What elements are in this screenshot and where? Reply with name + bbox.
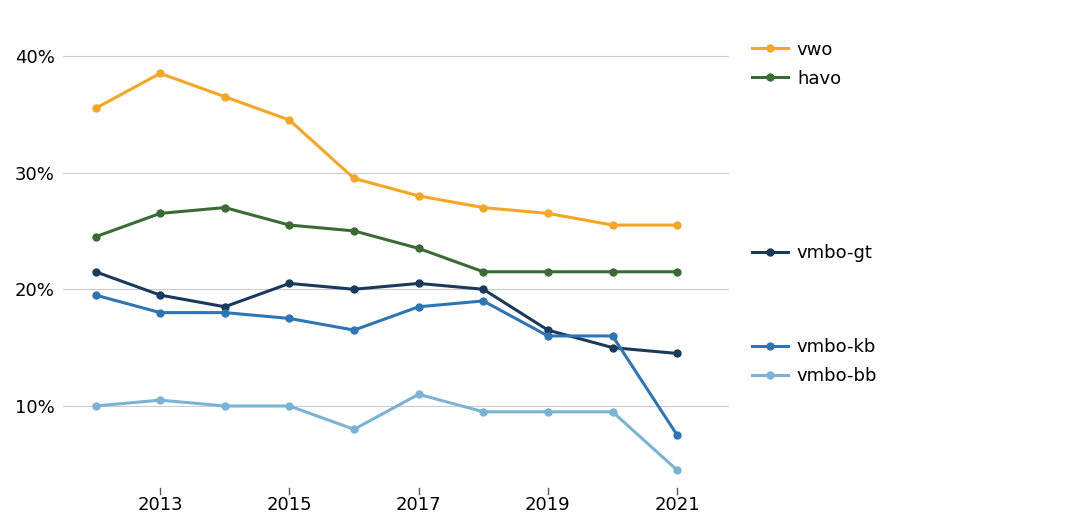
Line: havo: havo: [92, 204, 680, 275]
havo: [348, 228, 361, 234]
vmbo-gt: [606, 344, 619, 351]
vmbo-bb: [412, 391, 425, 397]
vwo: [348, 175, 361, 181]
Line: vwo: vwo: [92, 70, 680, 229]
havo: [412, 245, 425, 252]
havo: [606, 269, 619, 275]
vmbo-gt: [671, 350, 684, 357]
vmbo-bb: [153, 397, 166, 403]
vmbo-gt: [348, 286, 361, 293]
vmbo-bb: [542, 408, 555, 415]
havo: [542, 269, 555, 275]
havo: [218, 204, 231, 211]
vmbo-bb: [606, 408, 619, 415]
vmbo-kb: [476, 298, 489, 304]
vmbo-bb: [348, 426, 361, 433]
vmbo-gt: [412, 280, 425, 287]
havo: [476, 269, 489, 275]
vmbo-kb: [283, 315, 296, 322]
vmbo-gt: [89, 269, 102, 275]
havo: [89, 234, 102, 240]
vmbo-kb: [218, 309, 231, 316]
havo: [153, 210, 166, 216]
vmbo-kb: [542, 333, 555, 339]
vwo: [476, 204, 489, 211]
vwo: [89, 105, 102, 112]
vmbo-gt: [218, 304, 231, 310]
vwo: [542, 210, 555, 216]
vwo: [283, 117, 296, 123]
vmbo-kb: [606, 333, 619, 339]
vmbo-kb: [348, 327, 361, 333]
vwo: [153, 70, 166, 77]
vmbo-gt: [476, 286, 489, 293]
vwo: [412, 193, 425, 199]
vmbo-kb: [153, 309, 166, 316]
Line: vmbo-kb: vmbo-kb: [92, 291, 680, 439]
Line: vmbo-bb: vmbo-bb: [92, 391, 680, 473]
vmbo-bb: [89, 403, 102, 409]
vmbo-bb: [671, 467, 684, 473]
vwo: [218, 94, 231, 100]
vmbo-kb: [671, 432, 684, 439]
vmbo-bb: [476, 408, 489, 415]
vmbo-gt: [542, 327, 555, 333]
vmbo-bb: [283, 403, 296, 409]
Line: vmbo-gt: vmbo-gt: [92, 268, 680, 357]
vmbo-kb: [412, 304, 425, 310]
vmbo-bb: [218, 403, 231, 409]
havo: [283, 222, 296, 228]
vmbo-gt: [283, 280, 296, 287]
vmbo-kb: [89, 292, 102, 298]
Legend: vmbo-kb, vmbo-bb: vmbo-kb, vmbo-bb: [745, 331, 884, 393]
havo: [671, 269, 684, 275]
vmbo-gt: [153, 292, 166, 298]
vwo: [671, 222, 684, 228]
vwo: [606, 222, 619, 228]
